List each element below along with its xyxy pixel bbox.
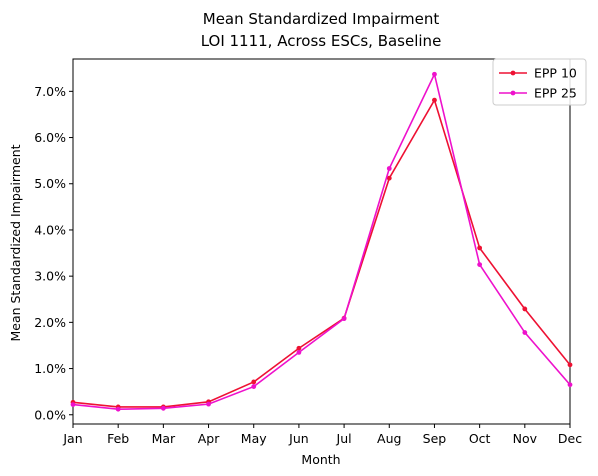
data-point <box>296 349 302 355</box>
x-axis: Jan Feb Mar Apr May Jun Jul Aug Sep Oct Nov Dec <box>62 424 582 446</box>
data-point <box>206 401 211 407</box>
data-point <box>341 316 347 322</box>
chart-title: Mean Standardized Impairment <box>203 10 440 28</box>
y-tick-label: 3.0% <box>34 269 66 284</box>
data-point <box>432 71 437 77</box>
plot-frame <box>72 58 571 425</box>
y-tick-label: 6.0% <box>34 130 66 145</box>
series-2 <box>70 71 573 412</box>
x-tick-label: Dec <box>558 431 582 446</box>
legend-item: EPP 25 <box>499 86 577 101</box>
y-axis-label: Mean Standardized Impairment <box>8 144 23 341</box>
y-tick-label: 0.0% <box>34 407 66 422</box>
y-tick-label: 2.0% <box>34 315 66 330</box>
x-tick-label: May <box>241 431 267 446</box>
legend-label: EPP 25 <box>534 86 577 101</box>
data-point <box>567 382 573 388</box>
x-tick-label: Sep <box>423 431 447 446</box>
data-point <box>251 384 257 389</box>
y-tick-label: 5.0% <box>34 176 66 191</box>
x-tick-label: Aug <box>377 431 401 446</box>
legend-label: EPP 10 <box>534 66 577 81</box>
data-point <box>477 245 483 251</box>
x-axis-label: Month <box>301 452 340 467</box>
x-tick-label: Jul <box>336 431 352 446</box>
series-line <box>72 71 571 411</box>
data-point <box>70 402 76 407</box>
data-point <box>386 175 392 181</box>
data-point <box>522 330 528 335</box>
series-line <box>72 98 571 408</box>
plot-area: 0.0% 1.0% 2.0% 3.0% 4.0% 5.0% 6.0% 7.0% Jan Feb M… <box>34 58 582 446</box>
legend: EPP 10 EPP 25 <box>492 58 587 106</box>
chart-subtitle: LOI 1111, Across ESCs, Baseline <box>201 32 442 50</box>
data-point <box>251 379 257 385</box>
y-tick-label: 7.0% <box>34 84 66 99</box>
data-point <box>115 406 121 412</box>
x-tick-label: Nov <box>513 431 538 446</box>
x-tick-label: Apr <box>198 431 220 446</box>
data-point <box>160 405 166 411</box>
x-tick-label: Feb <box>107 431 129 446</box>
x-tick-label: Oct <box>469 431 491 446</box>
legend-marker <box>510 70 516 76</box>
x-tick-label: Jun <box>288 431 309 446</box>
legend-marker <box>510 90 516 96</box>
data-point <box>296 345 302 351</box>
y-tick-label: 4.0% <box>34 222 66 237</box>
x-tick-label: Jan <box>62 431 82 446</box>
x-tick-label: Mar <box>152 431 176 446</box>
data-point <box>567 362 573 368</box>
data-point <box>522 306 528 312</box>
series-layer <box>70 71 573 412</box>
y-tick-label: 1.0% <box>34 361 66 376</box>
data-point <box>432 97 437 103</box>
legend-item: EPP 10 <box>499 66 577 81</box>
y-axis: 0.0% 1.0% 2.0% 3.0% 4.0% 5.0% 6.0% 7.0% <box>34 84 73 422</box>
data-point <box>477 262 483 268</box>
data-point <box>386 166 392 171</box>
